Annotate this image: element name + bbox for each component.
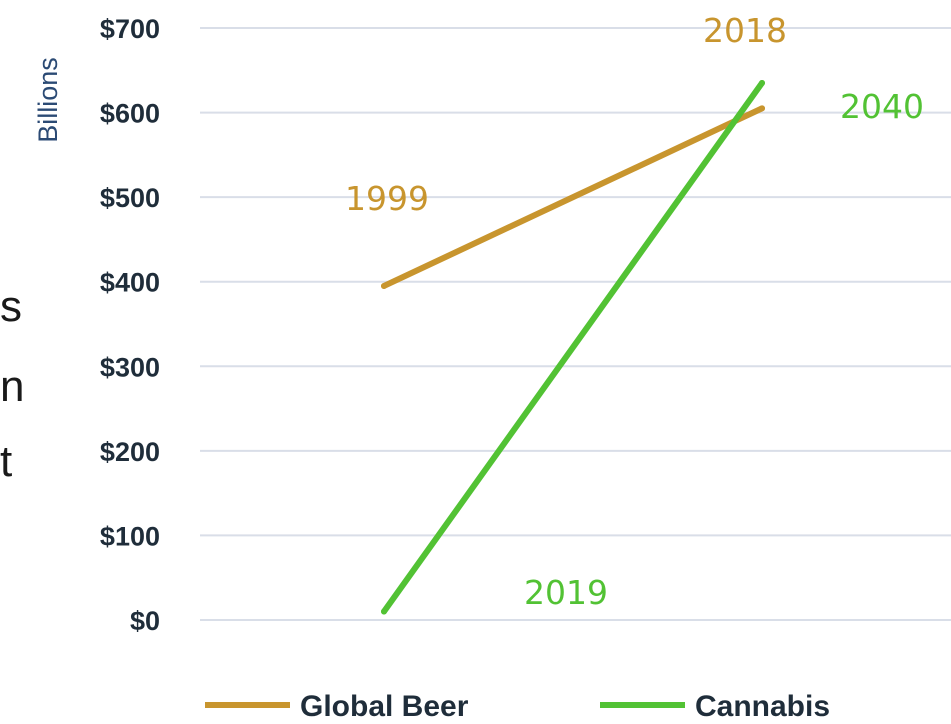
legend-label-global-beer: Global Beer: [300, 690, 469, 723]
y-axis-label: Billions: [33, 57, 63, 143]
series-lines: [381, 79, 765, 615]
y-tick-label: $300: [100, 352, 160, 382]
annotations: 1999 2018 2019 2040: [345, 11, 924, 612]
data-point-2040: [759, 79, 765, 86]
series-line-cannabis: [381, 79, 765, 615]
y-tick-label: $700: [100, 14, 160, 44]
data-point-2018: [759, 105, 765, 112]
series-line-global-beer: [381, 105, 765, 289]
side-text-line-2: n: [0, 362, 25, 411]
legend-label-cannabis: Cannabis: [695, 690, 830, 723]
y-tick-label: $400: [100, 268, 160, 298]
annotation-2040: 2040: [840, 87, 924, 126]
annotation-2019: 2019: [524, 573, 608, 612]
y-tick-label: $200: [100, 437, 160, 467]
y-tick-label: $600: [100, 99, 160, 129]
data-point-2019: [381, 608, 387, 615]
side-text-line-3: t: [0, 437, 13, 486]
data-point-1999: [381, 282, 387, 289]
y-tick-label: $0: [130, 606, 160, 636]
y-axis-ticks: $0 $100 $200 $300 $400 $500 $600 $700: [100, 14, 160, 636]
gridlines: [200, 27, 951, 621]
annotation-1999: 1999: [345, 179, 429, 218]
annotation-2018: 2018: [703, 11, 787, 50]
legend: Global Beer Cannabis: [205, 690, 830, 723]
side-text-line-1: s: [0, 282, 22, 331]
y-tick-label: $500: [100, 183, 160, 213]
y-tick-label: $100: [100, 521, 160, 551]
